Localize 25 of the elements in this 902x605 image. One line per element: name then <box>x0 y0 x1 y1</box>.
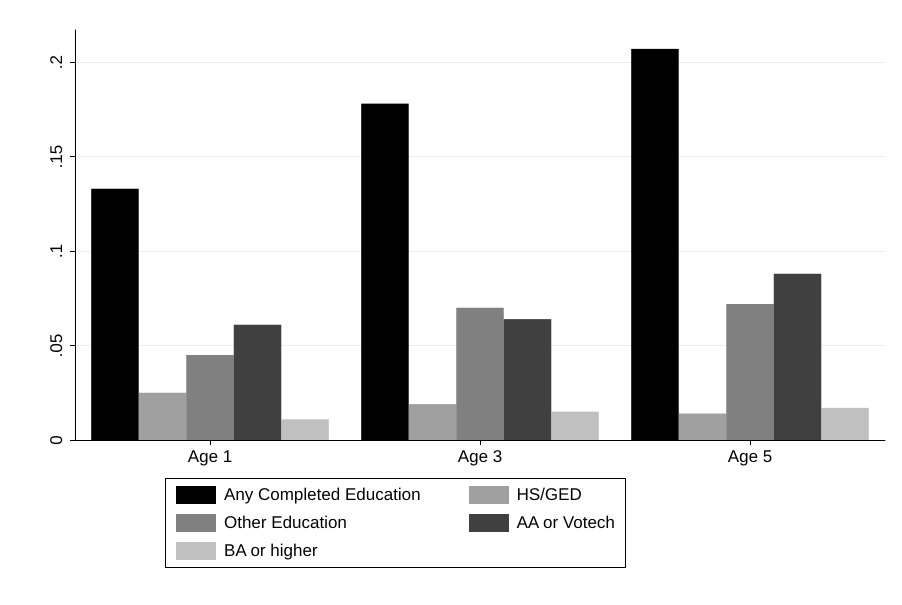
x-tick-label: Age 1 <box>188 447 232 466</box>
bar <box>234 324 282 440</box>
legend-label: AA or Votech <box>516 513 615 533</box>
bar <box>281 419 329 440</box>
y-tick-label: 0 <box>47 435 66 445</box>
bar <box>774 274 822 440</box>
legend-label: Other Education <box>224 513 347 533</box>
bar <box>678 414 726 440</box>
legend-label: BA or higher <box>224 541 318 561</box>
legend-label: HS/GED <box>516 485 582 505</box>
y-tick-label: .2 <box>47 55 66 70</box>
y-tick-label: .15 <box>47 144 66 168</box>
bar <box>821 408 869 440</box>
bar <box>504 319 552 440</box>
bar <box>186 354 234 440</box>
bar <box>408 404 456 440</box>
x-tick-label: Age 5 <box>728 447 772 466</box>
bar <box>456 308 504 440</box>
y-tick-label: .05 <box>47 334 66 358</box>
y-tick-label: .1 <box>47 244 66 258</box>
bar <box>726 304 774 440</box>
legend-label: Any Completed Education <box>224 485 421 505</box>
bar <box>551 412 599 440</box>
bar <box>138 392 186 440</box>
x-tick-label: Age 3 <box>458 447 502 466</box>
